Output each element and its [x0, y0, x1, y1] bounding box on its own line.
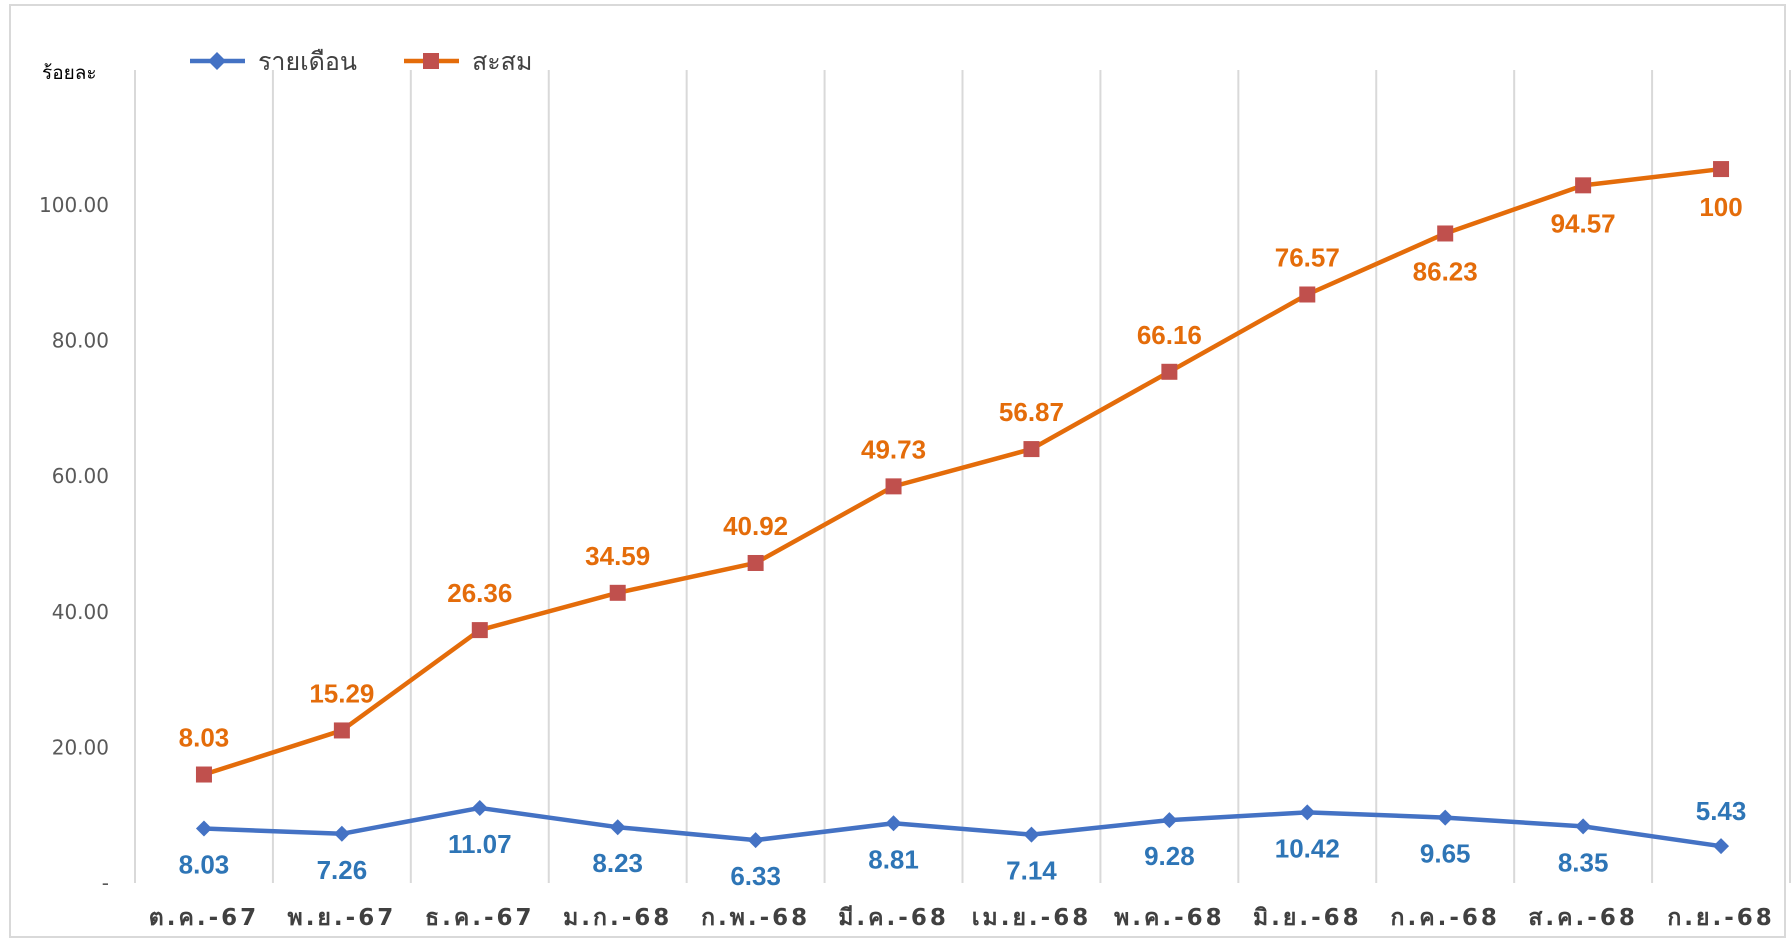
monthly-point	[1299, 804, 1316, 821]
x-tick-label: ก.พ.-68	[701, 905, 810, 931]
chart-border	[9, 4, 1786, 938]
y-tick-label: -	[102, 871, 109, 895]
cumulative-data-label: 56.87	[999, 397, 1064, 427]
cumulative-point	[1023, 441, 1040, 458]
monthly-point	[1575, 818, 1592, 835]
monthly-data-label: 11.07	[448, 829, 512, 859]
y-tick-label: 80.00	[52, 329, 109, 353]
monthly-data-label: 10.42	[1275, 833, 1340, 863]
monthly-point	[747, 832, 764, 849]
cumulative-data-label: 94.57	[1551, 208, 1616, 238]
monthly-point	[1713, 838, 1730, 855]
cumulative-data-label: 66.16	[1137, 320, 1202, 350]
cumulative-point	[1713, 161, 1730, 178]
monthly-data-label: 5.43	[1696, 796, 1747, 826]
monthly-data-label: 9.28	[1144, 841, 1195, 871]
monthly-point	[333, 825, 350, 842]
series-lines: 8.03 7.26 11.07 8.23 6.33 8.81 7.14 9.28 10.42 9.…	[179, 161, 1747, 891]
monthly-point	[471, 799, 488, 816]
monthly-data-label: 7.14	[1006, 856, 1057, 886]
x-axis-ticks: ต.ค.-67 พ.ย.-67 ธ.ค.-67 ม.ก.-68 ก.พ.-68 มี.ค.…	[149, 905, 1774, 931]
x-tick-label: ส.ค.-68	[1528, 905, 1637, 931]
cumulative-data-label: 26.36	[447, 578, 512, 608]
monthly-data-label: 8.03	[179, 850, 230, 880]
cumulative-point	[1437, 225, 1454, 242]
cumulative-data-label: 76.57	[1275, 242, 1340, 272]
cumulative-point	[1575, 177, 1592, 194]
x-tick-label: ก.ย.-68	[1667, 905, 1774, 931]
cumulative-point	[609, 584, 626, 601]
x-tick-label: ธ.ค.-67	[425, 905, 534, 931]
gridlines	[134, 70, 1791, 883]
monthly-point	[885, 815, 902, 832]
legend-label-cumulative: สะสม	[472, 47, 532, 76]
cumulative-series-line	[203, 166, 1722, 777]
monthly-point	[1437, 809, 1454, 826]
x-tick-label: ต.ค.-67	[149, 905, 259, 931]
x-tick-label: ม.ก.-68	[563, 905, 672, 931]
x-tick-label: เม.ย.-68	[972, 905, 1092, 931]
cumulative-point	[1299, 286, 1316, 303]
x-tick-label: มี.ค.-68	[838, 905, 949, 931]
monthly-data-label: 8.81	[868, 844, 919, 874]
monthly-data-label: 8.23	[592, 848, 643, 878]
y-tick-label: 100.00	[39, 193, 109, 217]
cumulative-data-label: 86.23	[1413, 256, 1478, 286]
y-tick-label: 60.00	[52, 464, 109, 488]
x-tick-label: พ.ค.-68	[1114, 905, 1225, 931]
monthly-data-label: 8.35	[1558, 847, 1609, 877]
cumulative-point	[195, 766, 212, 783]
cumulative-data-label: 100	[1699, 192, 1742, 222]
x-tick-label: พ.ย.-67	[288, 905, 397, 931]
y-tick-label: 40.00	[52, 600, 109, 624]
cumulative-data-label: 15.29	[309, 678, 374, 708]
cumulative-point	[885, 478, 902, 495]
cumulative-point	[747, 554, 764, 571]
cumulative-data-label: 8.03	[179, 723, 230, 753]
legend-marker-cumulative	[423, 53, 439, 69]
monthly-point	[1161, 812, 1178, 829]
x-tick-label: มิ.ย.-68	[1253, 905, 1362, 931]
legend-label-monthly: รายเดือน	[258, 47, 357, 76]
monthly-point	[609, 819, 626, 836]
legend-marker-monthly	[208, 52, 226, 70]
cumulative-data-label: 34.59	[585, 541, 650, 571]
monthly-point	[195, 820, 212, 837]
x-tick-label: ก.ค.-68	[1391, 905, 1500, 931]
y-axis-label: ร้อยละ	[42, 62, 97, 84]
cumulative-point	[333, 722, 350, 739]
cumulative-point	[471, 622, 488, 639]
monthly-data-label: 9.65	[1420, 839, 1471, 869]
y-tick-label: 20.00	[52, 735, 109, 759]
cumulative-point	[1161, 363, 1178, 380]
monthly-point	[1023, 826, 1040, 843]
monthly-data-label: 7.26	[317, 855, 368, 885]
cumulative-data-label: 49.73	[861, 434, 926, 464]
legend: รายเดือน สะสม	[190, 47, 532, 76]
monthly-series-line	[203, 805, 1722, 849]
monthly-data-label: 6.33	[730, 861, 781, 891]
cumulative-data-label: 40.92	[723, 511, 788, 541]
y-axis-ticks: - 20.00 40.00 60.00 80.00 100.00	[39, 193, 109, 895]
